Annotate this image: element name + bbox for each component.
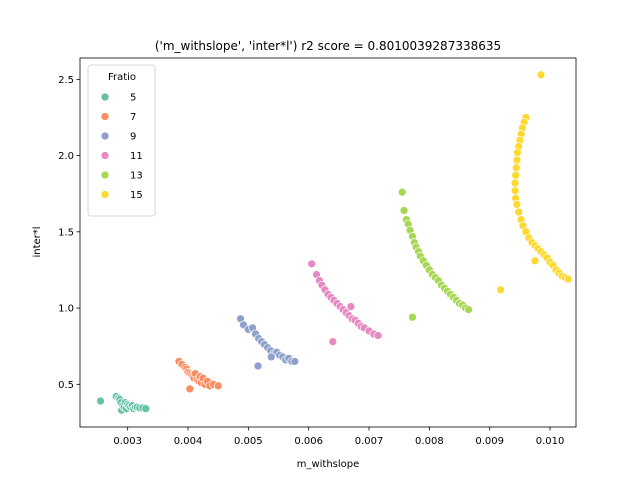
data-point: [141, 404, 151, 414]
legend-title: Fratio: [108, 72, 136, 83]
legend-entry-label: 11: [130, 151, 143, 162]
data-point: [510, 178, 520, 188]
data-point: [536, 70, 546, 80]
legend-entry-label: 15: [130, 190, 143, 201]
series-11: [307, 259, 383, 346]
data-point: [399, 206, 409, 215]
x-tick-label: 0.003: [113, 436, 142, 447]
series-7: [174, 357, 223, 394]
legend-marker: [100, 170, 110, 180]
data-point: [514, 207, 524, 217]
legend-entry-label: 7: [130, 112, 136, 123]
y-tick-label: 1.5: [58, 227, 74, 238]
axes: [79, 57, 577, 428]
data-point: [213, 381, 223, 391]
x-tick-label: 0.004: [174, 436, 203, 447]
data-point: [397, 187, 407, 197]
x-axis-ticks: 0.003 0.004 0.005 0.006 0.007 0.008 0.009 0.010: [113, 427, 564, 447]
x-tick-label: 0.006: [294, 436, 323, 447]
data-point: [373, 331, 383, 340]
data-point: [346, 302, 356, 311]
legend-marker: [100, 112, 110, 121]
legend-entry-label: 9: [130, 132, 136, 143]
data-point: [328, 337, 338, 346]
x-tick-label: 0.007: [355, 436, 384, 447]
x-tick-label: 0.009: [475, 436, 504, 447]
plot-area: [80, 58, 576, 427]
chart-title: ('m_withslope', 'inter*l') r2 score = 0.…: [155, 39, 501, 53]
legend-box: [87, 64, 156, 217]
series-15: [496, 70, 573, 295]
data-point: [530, 256, 540, 266]
x-tick-label: 0.005: [234, 436, 263, 447]
legend-entry-label: 5: [130, 93, 136, 104]
legend: Fratio 5 7 9 11 13 15: [87, 64, 156, 217]
y-axis-ticks: 0.5 1.0 1.5 2.0 2.5: [58, 75, 80, 391]
x-tick-label: 0.008: [415, 436, 444, 447]
data-point: [307, 259, 317, 269]
legend-marker: [100, 190, 110, 199]
data-point: [511, 163, 521, 173]
legend-entry-label: 13: [130, 171, 143, 182]
data-point: [266, 352, 276, 362]
legend-marker: [100, 92, 110, 102]
x-tick-label: 0.010: [536, 436, 565, 447]
data-point: [513, 148, 522, 157]
y-axis-label: inter*l: [32, 226, 43, 257]
plot-frame: [79, 57, 577, 428]
data-point: [96, 396, 105, 406]
y-tick-label: 1.0: [58, 304, 74, 315]
legend-marker: [100, 151, 110, 160]
data-point: [510, 186, 520, 196]
data-point: [563, 274, 573, 284]
series-13: [397, 187, 473, 322]
y-tick-label: 2.5: [58, 75, 74, 86]
y-tick-label: 2.0: [58, 151, 74, 162]
data-point: [408, 312, 417, 322]
data-point: [512, 200, 522, 209]
data-point: [511, 171, 521, 180]
x-axis-label: m_withslope: [297, 459, 360, 470]
legend-marker: [100, 131, 110, 141]
data-points: [96, 70, 573, 415]
data-point: [185, 384, 195, 394]
series-5: [96, 392, 151, 415]
data-point: [253, 361, 263, 371]
data-point: [464, 305, 473, 314]
y-tick-label: 0.5: [58, 380, 74, 391]
data-point: [290, 357, 300, 366]
series-9: [236, 314, 300, 371]
data-point: [496, 285, 505, 295]
data-point: [512, 155, 522, 165]
